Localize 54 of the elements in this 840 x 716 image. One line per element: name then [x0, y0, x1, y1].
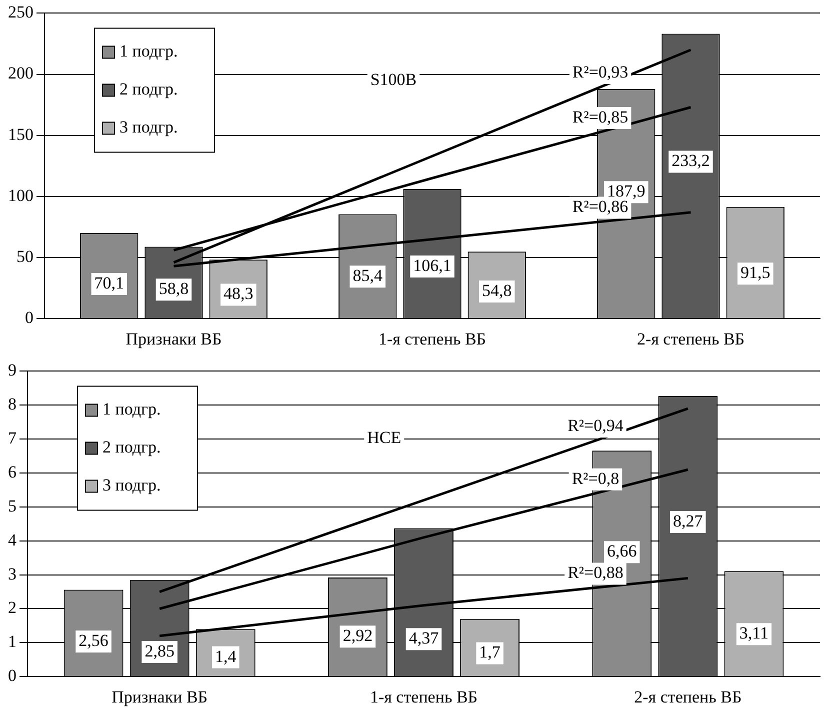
annotation: R²=0,94 [568, 416, 624, 436]
y-tick-label: 250 [8, 2, 34, 22]
y-tick-label: 100 [8, 186, 34, 205]
legend-label: 1 подгр. [120, 42, 178, 61]
data-label: 54,8 [482, 280, 512, 300]
annotation: R²=0,86 [572, 197, 628, 216]
y-tick-label: 8 [8, 394, 16, 414]
x-tick-label: 1-я степень ВБ [370, 687, 478, 706]
y-tick-label: 1 [8, 632, 16, 652]
y-tick-label: 6 [8, 462, 16, 482]
y-tick-label: 2 [8, 598, 16, 618]
text: HCE [367, 428, 402, 447]
text: S100B [370, 70, 417, 89]
data-label: 85,4 [352, 266, 383, 286]
annotation: R²=0,85 [572, 108, 628, 127]
data-label: 70,1 [94, 274, 124, 293]
annotation: R²=0,8 [572, 468, 620, 488]
y-tick-label: 9 [8, 360, 16, 380]
data-label: 2,56 [78, 631, 108, 650]
legend-label: 3 подгр. [120, 118, 178, 137]
y-tick-label: 3 [8, 564, 16, 584]
data-label: 4,37 [408, 628, 440, 648]
y-tick-label: 7 [8, 428, 17, 448]
legend-label: 2 подгр. [120, 80, 178, 99]
x-tick-label: Признаки ВБ [112, 687, 208, 706]
data-label: 106,1 [413, 256, 452, 275]
data-label: 3,11 [739, 624, 769, 643]
y-tick-label: 0 [25, 308, 34, 328]
y-tick-label: 200 [8, 64, 34, 83]
y-tick-label: 0 [8, 666, 16, 686]
data-label: 6,66 [607, 542, 637, 561]
y-tick-label: 150 [8, 124, 34, 144]
data-label: 233,2 [672, 151, 710, 170]
annotation: R²=0,93 [572, 62, 628, 82]
data-label: 58,8 [158, 279, 189, 298]
x-tick-label: Признаки ВБ [126, 329, 222, 348]
data-label: 1,7 [479, 642, 501, 662]
y-tick-label: 5 [8, 496, 16, 516]
y-tick-label: 50 [16, 246, 34, 266]
data-label: 91,5 [740, 263, 770, 282]
data-label: 1,4 [215, 646, 237, 666]
annotation: R²=0,88 [568, 563, 624, 582]
data-label: 8,27 [673, 512, 704, 530]
data-label: 48,3 [224, 284, 254, 304]
x-tick-label: 1-я степень ВБ [378, 329, 486, 348]
legend-label: 3 подгр. [102, 476, 161, 495]
x-tick-label: 2-я степень ВБ [634, 687, 742, 706]
legend-label: 1 подгр. [102, 400, 161, 419]
x-tick-label: 2-я степень ВБ [636, 329, 745, 348]
data-label: 187,9 [607, 182, 646, 201]
data-label: 2,85 [144, 642, 174, 661]
legend-label: 2 подгр. [102, 438, 161, 457]
data-label: 2,92 [342, 626, 373, 646]
y-tick-label: 4 [8, 530, 17, 550]
